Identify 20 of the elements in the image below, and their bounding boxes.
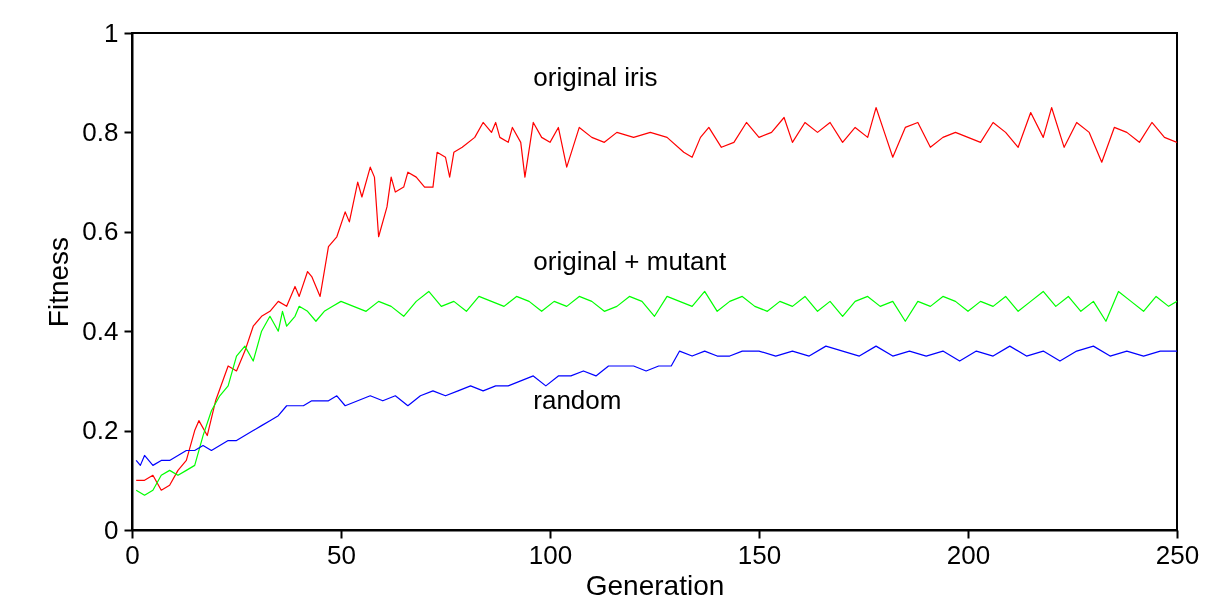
x-tick-label: 50	[327, 539, 356, 570]
line-series	[135, 345, 1177, 466]
x-tick-label: 100	[528, 539, 573, 570]
y-tick-label: 0.8	[82, 116, 119, 147]
y-tick-label: 0	[104, 514, 119, 545]
line-series	[135, 106, 1177, 491]
x-axis-title: Generation	[585, 569, 725, 601]
x-tick-label: 0	[125, 539, 140, 570]
line-series	[135, 290, 1177, 496]
y-tick-label: 0.2	[82, 415, 119, 446]
y-tick-label: 0.6	[82, 216, 119, 247]
y-tick-label: 0.4	[82, 315, 119, 346]
series-label: random	[533, 384, 622, 415]
x-tick-label: 250	[1155, 539, 1200, 570]
x-tick-label: 200	[946, 539, 991, 570]
y-axis-title: Fitness	[43, 236, 75, 328]
y-tick-label: 1	[104, 17, 119, 48]
series-label: original + mutant	[533, 245, 727, 276]
series-label: original iris	[533, 61, 658, 92]
x-tick-label: 150	[737, 539, 782, 570]
